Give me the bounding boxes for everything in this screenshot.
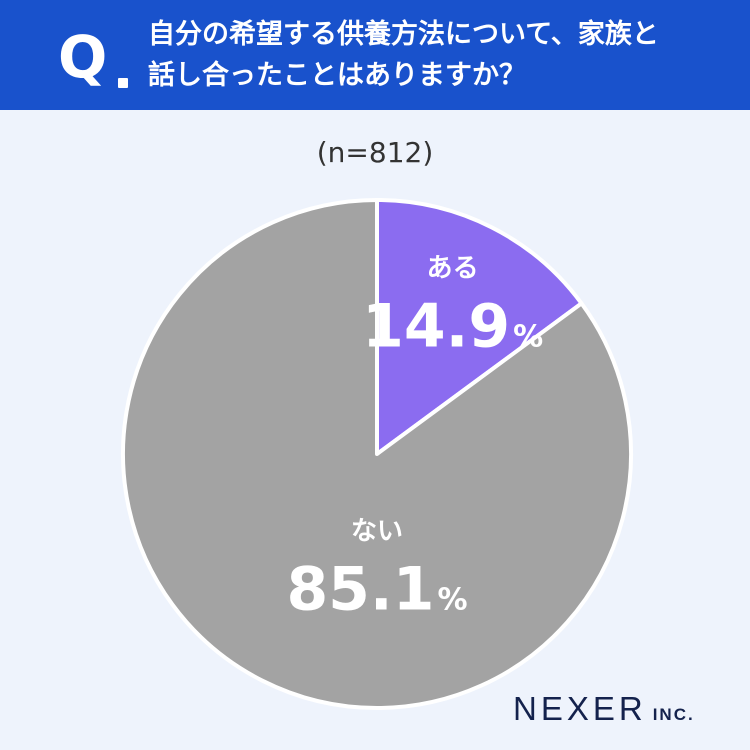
slice-value-unit-2: % [437, 582, 467, 617]
slice-label-1: ある [427, 253, 479, 283]
pie-slice-1 [375, 198, 584, 456]
sample-size-label: (n=812) [316, 136, 434, 169]
nexer-logo: NEXER INC. [513, 690, 695, 728]
slice-value-unit-1: % [513, 319, 543, 354]
slice-value-1: 14.9% [362, 291, 543, 361]
logo-main-text: NEXER [513, 690, 647, 727]
pie-slices [121, 198, 633, 710]
q-mark: Q [58, 23, 108, 91]
q-dot [118, 78, 128, 88]
slice-label-2: ない [351, 516, 403, 546]
pie-slice-2 [121, 198, 633, 710]
logo-sub-text: INC. [652, 705, 695, 724]
slice-value-number-1: 14.9 [362, 291, 510, 361]
slice-value-number-2: 85.1 [286, 554, 434, 624]
question-line-2: 話し合ったことはありますか？ [148, 60, 526, 91]
slice-value-2: 85.1% [286, 554, 467, 624]
question-header: Q 自分の希望する供養方法について、家族と 話し合ったことはありますか？ [0, 0, 750, 110]
pie-labels: ある 14.9 % ない 85.1% [286, 253, 543, 624]
question-text: 自分の希望する供養方法について、家族と 話し合ったことはありますか？ [148, 14, 738, 96]
question-line-1: 自分の希望する供養方法について、家族と [148, 19, 659, 50]
